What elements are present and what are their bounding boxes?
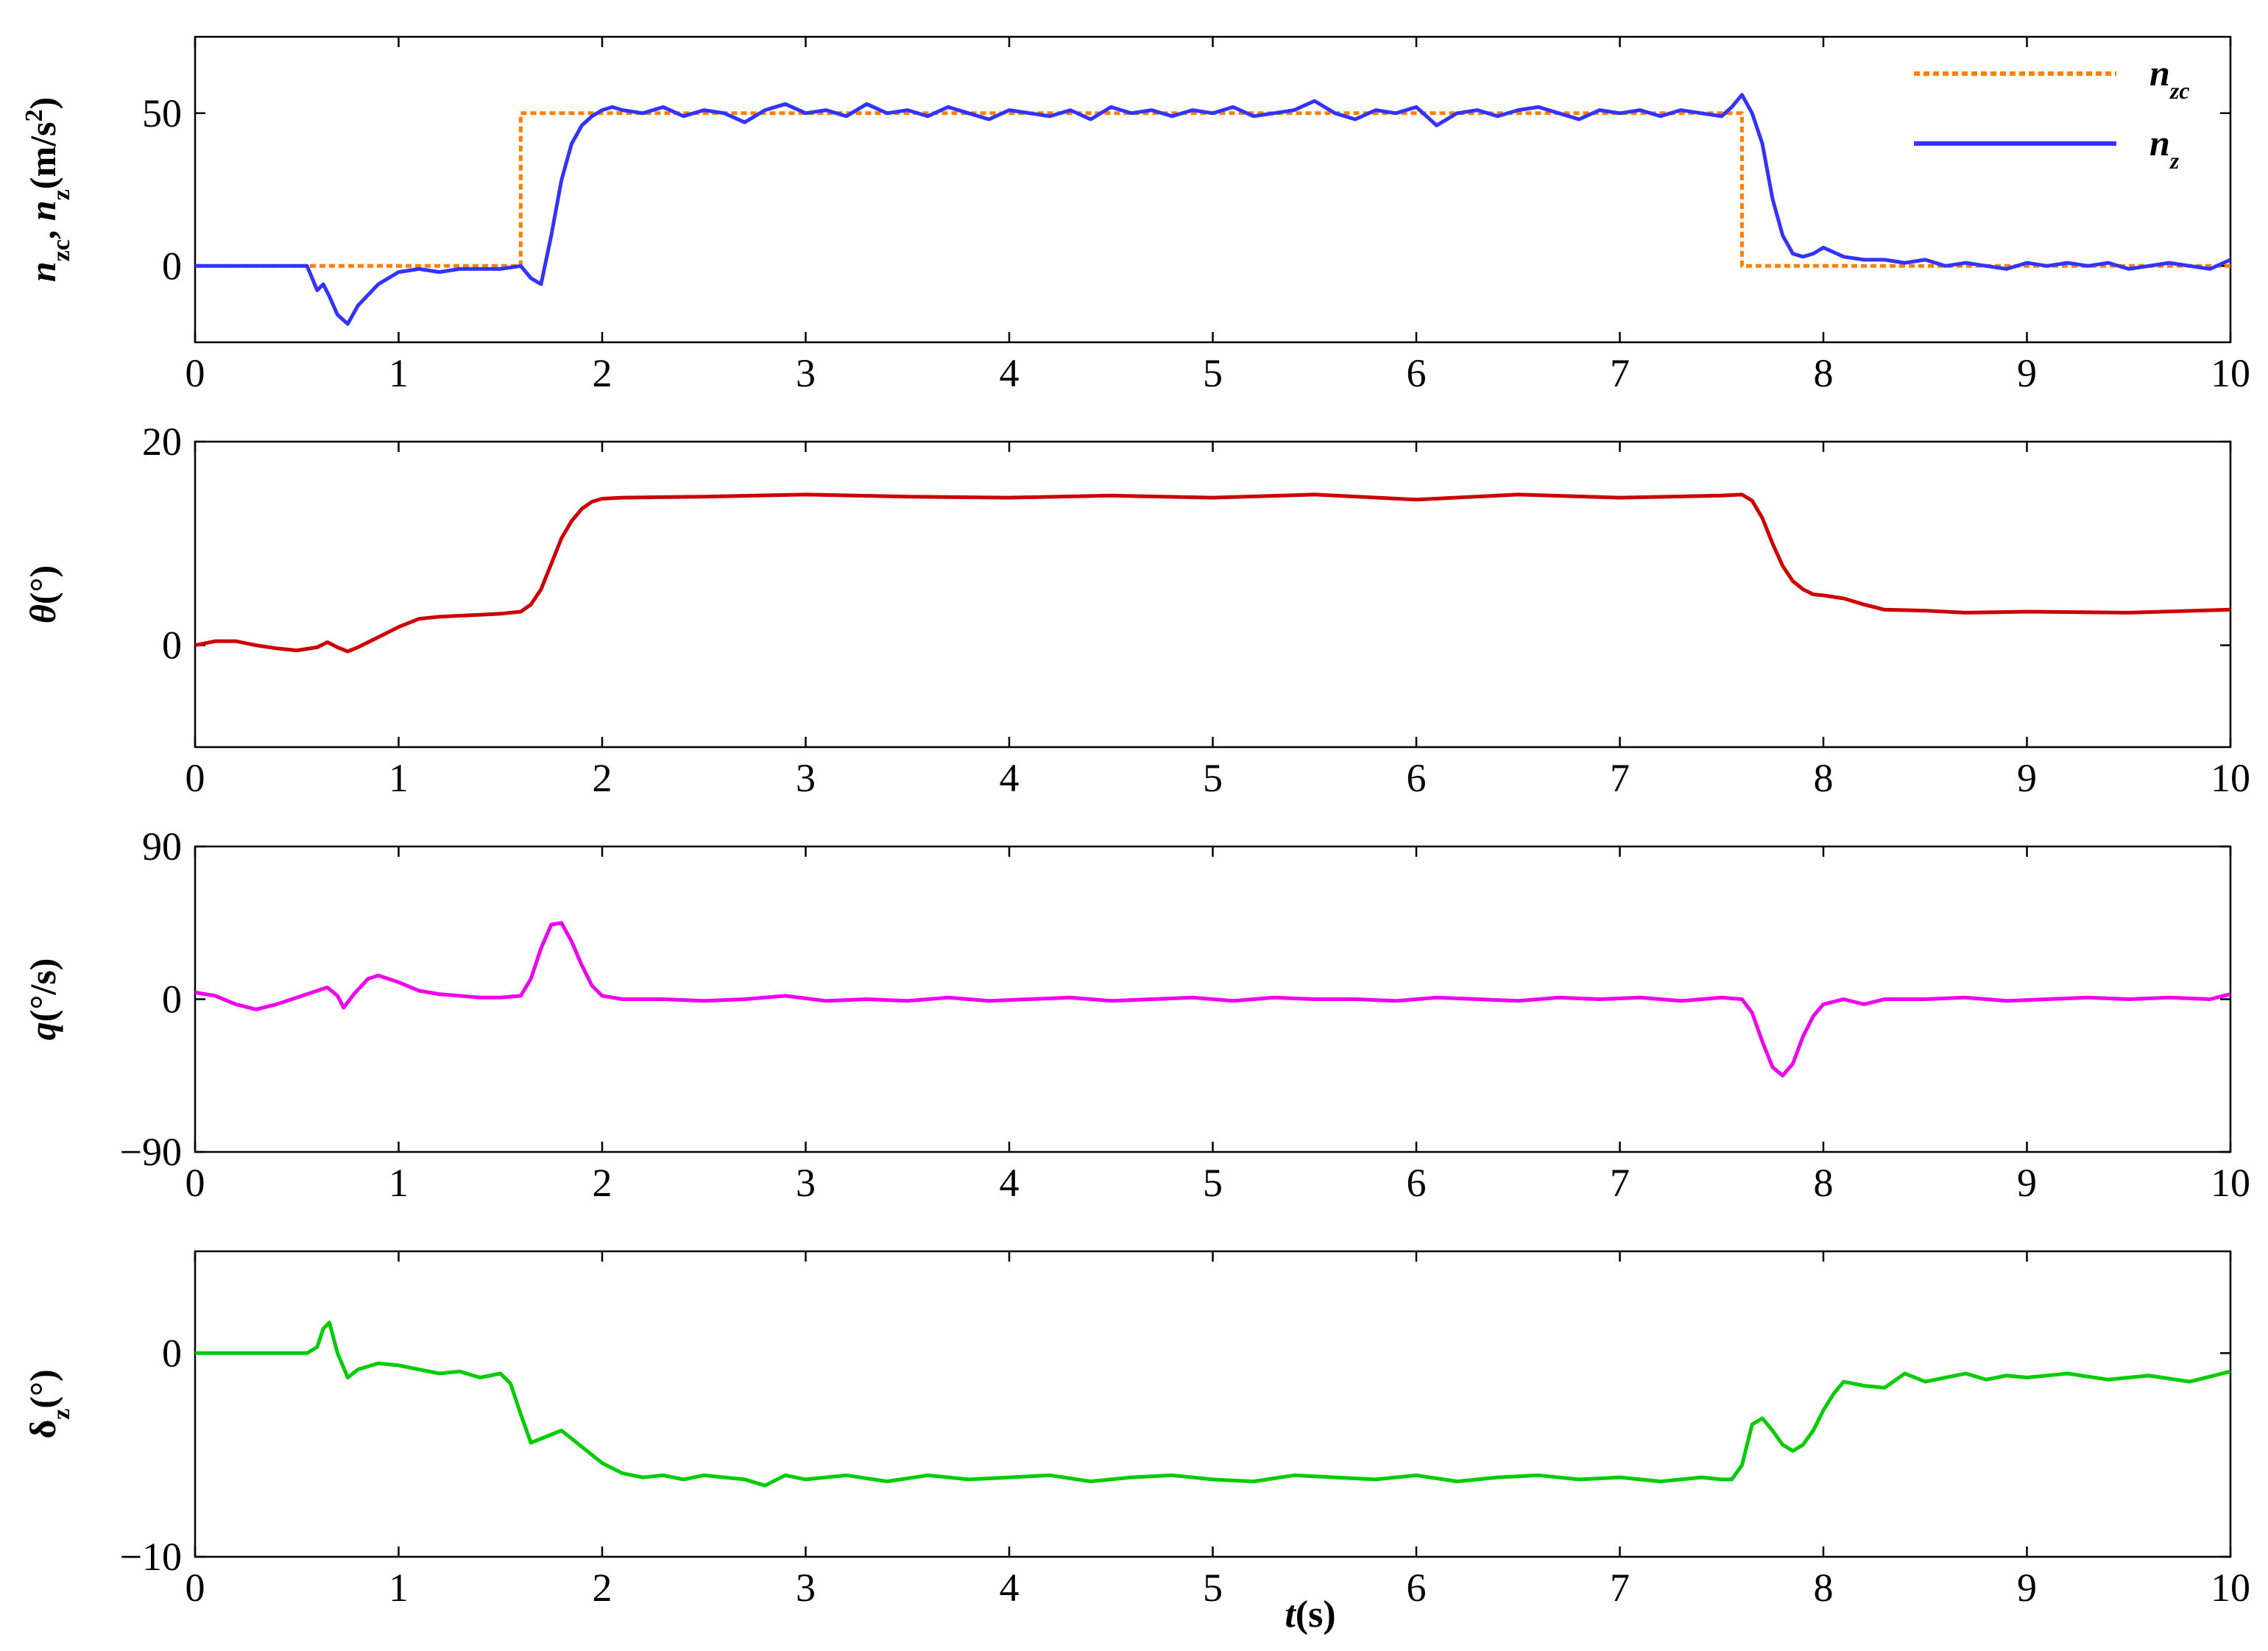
x-tick-label: 7 <box>1610 1161 1630 1205</box>
x-tick-label: 8 <box>1814 1566 1834 1610</box>
x-tick-label: 5 <box>1203 351 1223 395</box>
x-tick-label: 4 <box>1000 1566 1020 1610</box>
x-tick-label: 9 <box>2017 351 2037 395</box>
y-axis-label-part: 2 <box>21 110 48 122</box>
y-axis-label-part: δ <box>22 1420 63 1439</box>
y-axis-label-part: (°/s) <box>22 958 63 1022</box>
x-tick-label: 2 <box>593 756 612 800</box>
y-tick-label: 90 <box>142 824 182 869</box>
x-tick-label: 2 <box>593 1566 612 1610</box>
x-tick-label: 1 <box>389 1566 409 1610</box>
x-tick-label: 7 <box>1610 351 1630 395</box>
x-tick-label: 9 <box>2017 1161 2037 1205</box>
x-tick-label: 5 <box>1203 1566 1223 1610</box>
panel-2: 0 1 2 3 4 5 6 7 8 9 10 0 20 θ(°) <box>22 420 2250 800</box>
legend-label-sub: z <box>2169 147 2180 174</box>
y-axis-label: q(°/s) <box>22 958 63 1041</box>
x-tick-label: 0 <box>186 1161 205 1205</box>
y-axis-label-part: zc <box>48 239 75 261</box>
series-theta <box>195 492 2230 654</box>
x-tick-label: 4 <box>1000 1161 1020 1205</box>
x-tick-label: 3 <box>796 1566 816 1610</box>
x-tick-label: 1 <box>389 351 409 395</box>
x-tick-label: 3 <box>796 756 816 800</box>
x-tick-label: 7 <box>1610 1566 1630 1610</box>
x-tick-label: 4 <box>1000 351 1020 395</box>
legend-label-main: n <box>2149 52 2170 93</box>
y-axis-label: θ(°) <box>22 565 63 623</box>
x-tick-label: 4 <box>1000 756 1020 800</box>
legend-label-main: n <box>2149 122 2170 163</box>
y-tick-label: 50 <box>142 91 182 135</box>
x-tick-label: 8 <box>1814 351 1834 395</box>
x-tick-label: 9 <box>2017 1566 2037 1610</box>
x-axis-label-unit: (s) <box>1296 1594 1336 1636</box>
x-tick-label: 2 <box>593 1161 612 1205</box>
x-tick-label: 0 <box>186 1566 205 1610</box>
y-axis-label-part: θ <box>22 604 63 623</box>
legend-label-n_zc: nzc <box>2149 52 2189 104</box>
x-tick-label: 2 <box>593 351 612 395</box>
series-n_z <box>195 93 2230 326</box>
y-axis-label-part: ) <box>22 97 63 110</box>
y-axis-label-part: z <box>48 189 75 200</box>
y-tick-label: 0 <box>162 1331 182 1375</box>
x-tick-label: 5 <box>1203 756 1223 800</box>
x-tick-label: 6 <box>1407 756 1427 800</box>
x-axis-label-var: t <box>1285 1594 1296 1636</box>
y-axis-label: nzc, nz(m/s2) <box>21 97 75 282</box>
x-tick-label: 6 <box>1407 1161 1427 1205</box>
x-tick-label: 3 <box>796 1161 816 1205</box>
x-axis-label: t(s) <box>1285 1594 1335 1636</box>
x-tick-label: 10 <box>2211 351 2250 395</box>
legend-label-n_z: nz <box>2149 122 2180 174</box>
series-n_zc <box>195 111 2230 268</box>
y-axis-label: δz(°) <box>22 1369 75 1438</box>
y-axis-label-part: n <box>22 261 63 282</box>
x-tick-label: 9 <box>2017 756 2037 800</box>
x-tick-label: 1 <box>389 1161 409 1205</box>
y-tick-label: 0 <box>162 623 182 668</box>
x-tick-label: 10 <box>2211 756 2250 800</box>
y-tick-label: 0 <box>162 244 182 288</box>
y-axis-label-part: (°) <box>22 565 63 604</box>
x-tick-label: 7 <box>1610 756 1630 800</box>
y-axis-label-part: , <box>22 221 63 239</box>
series-q <box>195 921 2230 1078</box>
x-tick-label: 5 <box>1203 1161 1223 1205</box>
series-delta_z <box>195 1321 2230 1488</box>
y-axis-label-part: (°) <box>22 1369 63 1408</box>
x-tick-label: 1 <box>389 756 409 800</box>
y-tick-label: 20 <box>142 420 182 464</box>
x-tick-label: 3 <box>796 351 816 395</box>
y-axis-label-part: z <box>48 1409 75 1420</box>
y-axis-label-part: (m/s <box>22 122 63 190</box>
y-tick-label: −10 <box>120 1535 182 1579</box>
x-tick-label: 8 <box>1814 756 1834 800</box>
x-tick-label: 0 <box>186 756 205 800</box>
legend-label-sub: zc <box>2169 77 2190 104</box>
x-tick-label: 0 <box>186 351 205 395</box>
x-tick-label: 10 <box>2211 1161 2250 1205</box>
x-tick-label: 6 <box>1407 351 1427 395</box>
y-axis-label-part: q <box>22 1022 63 1040</box>
y-tick-label: −90 <box>120 1130 182 1174</box>
y-tick-label: 0 <box>162 977 182 1022</box>
x-tick-label: 8 <box>1814 1161 1834 1205</box>
x-tick-label: 6 <box>1407 1566 1427 1610</box>
y-axis-label-part: n <box>22 200 63 221</box>
x-tick-label: 10 <box>2211 1566 2250 1610</box>
